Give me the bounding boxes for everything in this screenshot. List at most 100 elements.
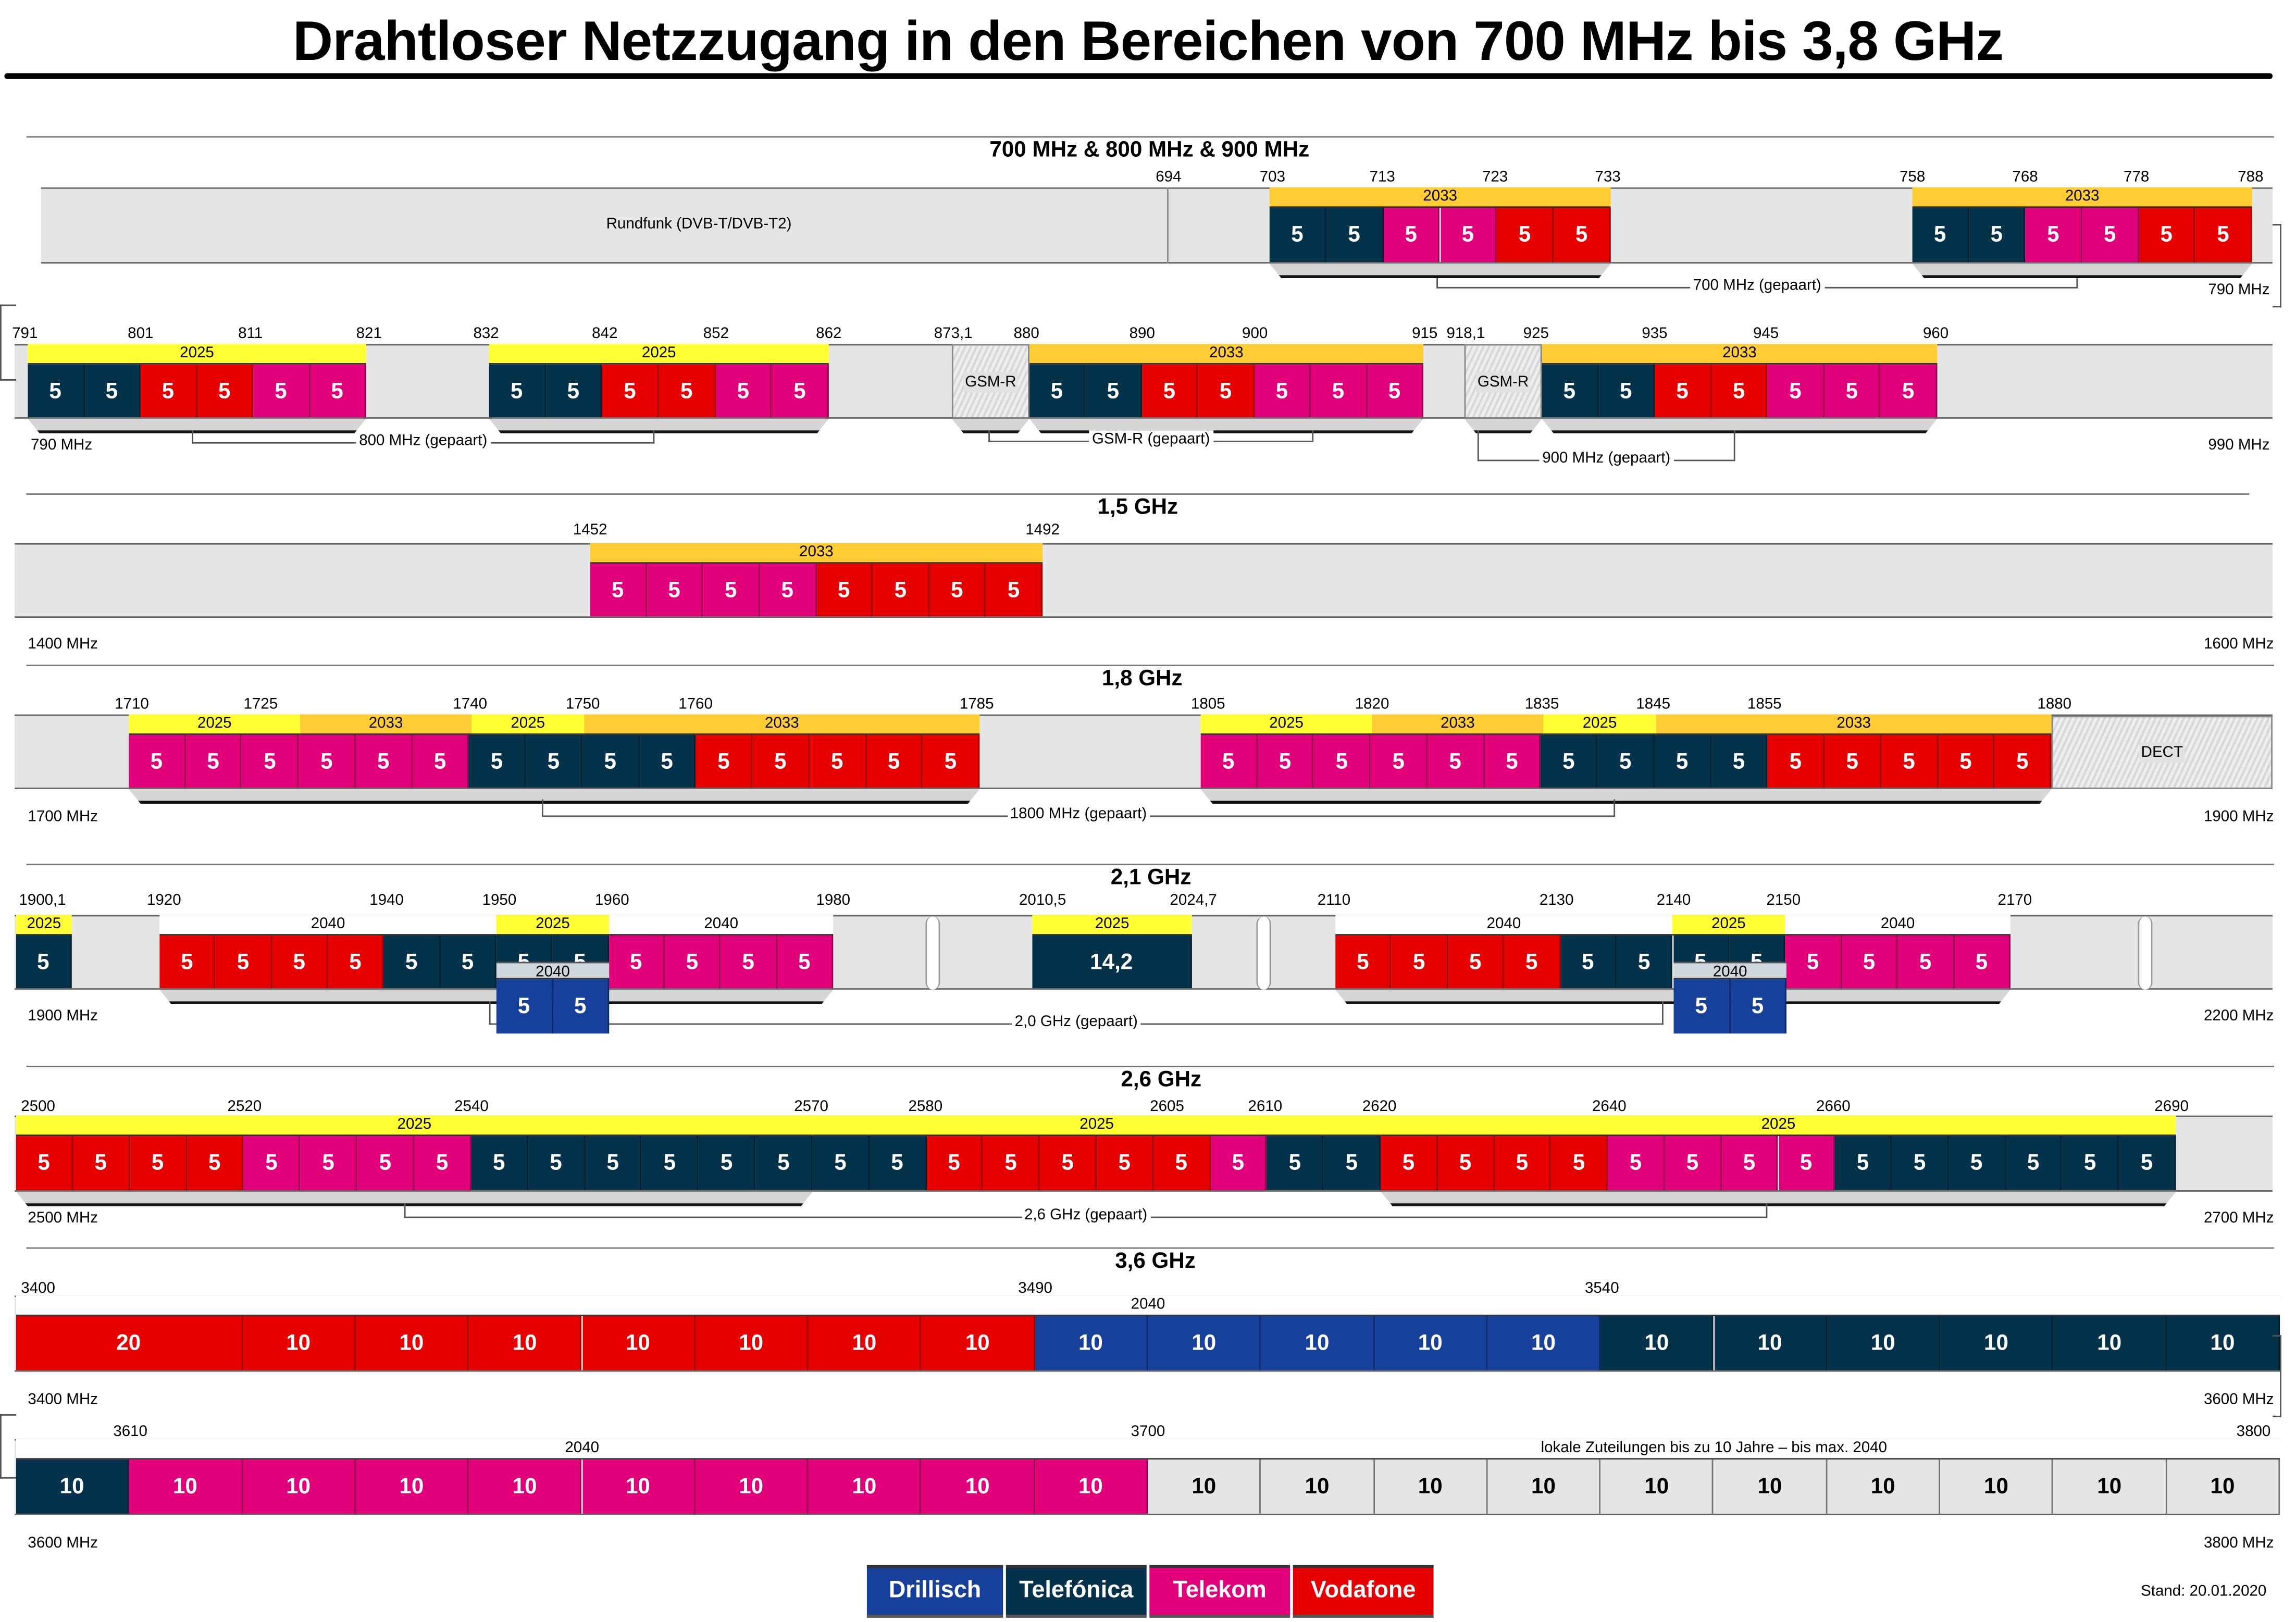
- band-divider: [1167, 187, 1169, 264]
- spectrum-block: 10: [695, 1316, 809, 1370]
- frequency-tick: 703: [1259, 168, 1286, 186]
- frequency-tick: 1920: [146, 891, 181, 909]
- frequency-tick: 1900,1: [19, 891, 66, 909]
- spectrum-block: 5: [816, 564, 873, 617]
- frequency-tick: 758: [1900, 168, 1926, 186]
- spectrum-block: 5: [703, 564, 760, 617]
- spectrum-block: 5: [1824, 364, 1881, 418]
- pairing-bracket: [1270, 264, 1611, 278]
- pairing-bracket: [1335, 990, 2010, 1004]
- frequency-tick: 1725: [243, 695, 278, 713]
- spectrum-block: 5: [471, 1136, 528, 1191]
- spectrum-block: 5: [602, 364, 659, 418]
- spectrum-block: 10: [1714, 1316, 1828, 1370]
- range-label: 990 MHz: [2208, 436, 2270, 454]
- spectrum-block: 5: [328, 935, 384, 989]
- spectrum-block: 10: [1487, 1316, 1601, 1370]
- spectrum-block: 10: [1035, 1459, 1148, 1514]
- spectrum-block: 5: [1541, 734, 1598, 788]
- spectrum-block: 5: [28, 364, 84, 418]
- spectrum-block: 5: [528, 1136, 585, 1191]
- range-label: 3400 MHz: [28, 1391, 98, 1408]
- spectrum-block: 5: [699, 1136, 756, 1191]
- frequency-tick: 768: [2012, 168, 2038, 186]
- spectrum-block: 5: [2005, 1136, 2063, 1191]
- license-expiry-bar: 2033: [1269, 187, 1611, 208]
- range-label: 2500 MHz: [28, 1209, 98, 1227]
- section-rule: [26, 1066, 2274, 1067]
- spectrum-block: 5: [159, 935, 216, 989]
- spectrum-block: 5: [582, 734, 640, 788]
- legend-telekom: Telekom: [1149, 1565, 1290, 1618]
- spectrum-block: 20: [16, 1316, 243, 1370]
- spectrum-block: 5: [1560, 935, 1617, 989]
- spectrum-block: 5: [1542, 364, 1598, 418]
- spectrum-block: 5: [647, 564, 703, 617]
- frequency-tick: 2010,5: [1019, 891, 1066, 909]
- frequency-tick: 2610: [1248, 1097, 1283, 1116]
- spectrum-block: 5: [873, 564, 930, 617]
- spectrum-block: 5: [1711, 364, 1768, 418]
- band-break-marker: [1256, 916, 1271, 990]
- pairing-bracket: [1542, 419, 1938, 433]
- license-expiry-bar: 2040: [1335, 915, 1672, 935]
- pairing-label: GSM-R (gepaart): [1089, 430, 1213, 448]
- spectrum-block: 10: [1600, 1316, 1714, 1370]
- license-expiry-bar: 2040: [16, 1439, 1148, 1460]
- frequency-tick: 1880: [2037, 695, 2072, 713]
- frequency-tick: 900: [1242, 325, 1268, 343]
- spectrum-block: 5: [16, 1136, 73, 1191]
- section-title: 2,1 GHz: [1110, 865, 1192, 890]
- spectrum-block: 10: [1940, 1459, 2054, 1514]
- spectrum-block: 10: [2166, 1316, 2280, 1370]
- spectrum-block: 5: [355, 734, 413, 788]
- license-expiry-bar: 2025: [1672, 915, 1785, 935]
- frequency-tick: 960: [1922, 325, 1949, 343]
- spectrum-block: 5: [659, 364, 716, 418]
- spectrum-block: 5: [1881, 734, 1938, 788]
- frequency-tick: 2580: [908, 1097, 943, 1116]
- spectrum-block: 5: [1141, 364, 1198, 418]
- frequency-tick: 694: [1156, 168, 1182, 186]
- spectrum-block: 5: [1153, 1136, 1211, 1191]
- range-label: 1400 MHz: [28, 635, 98, 653]
- spectrum-block: 10: [1940, 1316, 2054, 1370]
- frequency-tick: 2540: [454, 1097, 489, 1116]
- spectrum-block: 5: [84, 364, 141, 418]
- license-expiry-bar: 2033: [1542, 344, 1938, 365]
- spectrum-block: 5: [187, 1136, 244, 1191]
- section-rule: [26, 493, 2250, 495]
- spectrum-block: 5: [384, 935, 441, 989]
- legend-drillisch: Drillisch: [866, 1565, 1003, 1618]
- section-rule: [26, 864, 2274, 866]
- frequency-tick: 2570: [794, 1097, 828, 1116]
- spectrum-block: 5: [553, 979, 610, 1034]
- license-expiry-bar: 2040: [1673, 962, 1786, 981]
- spectrum-block: 5: [1040, 1136, 1097, 1191]
- spectrum-block: 5: [642, 1136, 699, 1191]
- range-label: 1700 MHz: [28, 808, 98, 826]
- pairing-bracket: [16, 1192, 813, 1206]
- license-expiry-bar: 2025: [16, 915, 72, 935]
- frequency-tick: 1740: [453, 695, 488, 713]
- spectrum-block: 5: [1892, 1136, 1949, 1191]
- spectrum-block: 5: [1210, 1136, 1268, 1191]
- license-expiry-bar: 2025: [471, 714, 585, 735]
- section-rule: [26, 665, 2274, 666]
- spectrum-block: 5: [526, 734, 583, 788]
- spectrum-block: 5: [1437, 1136, 1495, 1191]
- spectrum-block: 10: [921, 1316, 1035, 1370]
- spectrum-block: 5: [489, 364, 546, 418]
- stand-date: Stand: 20.01.2020: [2141, 1582, 2267, 1600]
- spectrum-block: 5: [1768, 734, 1825, 788]
- spectrum-block: 10: [129, 1459, 243, 1514]
- reserved-band: GSM-R: [1464, 344, 1542, 419]
- frequency-tick: 1760: [678, 695, 713, 713]
- range-label: 3800 MHz: [2203, 1534, 2274, 1552]
- frequency-tick: 2660: [1816, 1097, 1851, 1116]
- pairing-label: 2,6 GHz (gepaart): [1021, 1206, 1150, 1224]
- spectrum-block: 10: [16, 1459, 130, 1514]
- frequency-tick: 1492: [1025, 521, 1060, 539]
- license-expiry-bar: 2025: [28, 344, 366, 365]
- spectrum-block: 5: [2119, 1136, 2176, 1191]
